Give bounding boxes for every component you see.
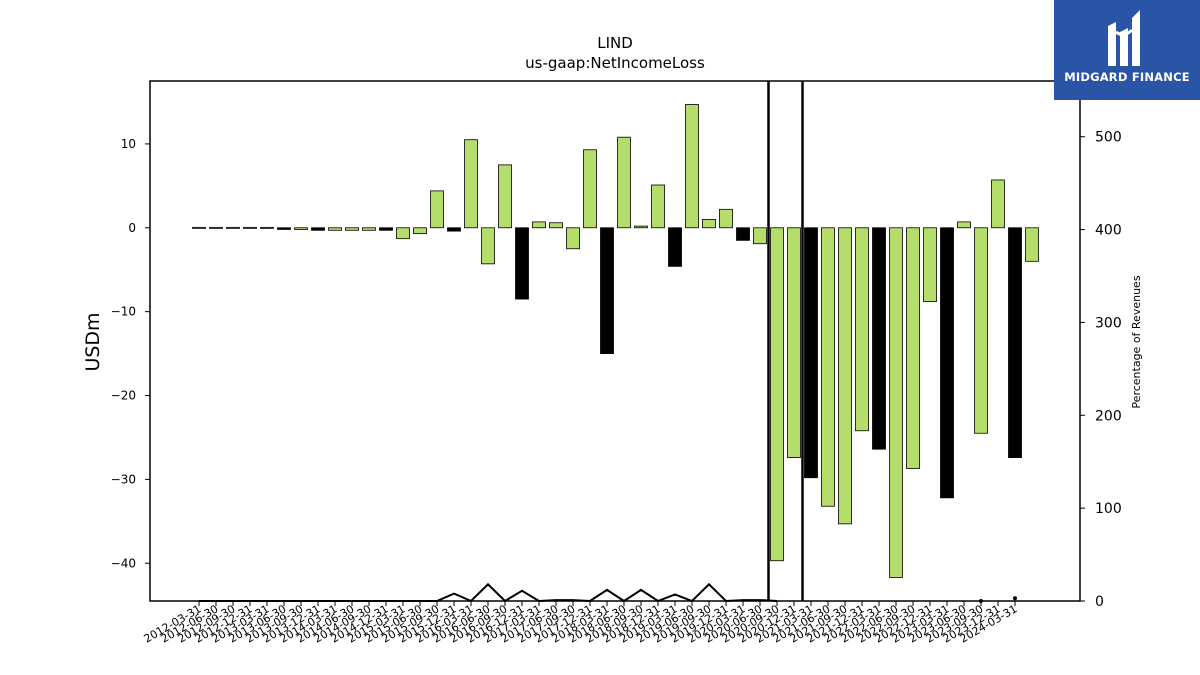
midgard-m-logo-icon: [1108, 10, 1140, 66]
y-axis-label: USDm: [82, 312, 104, 371]
bar-2018-12-31: [651, 184, 665, 229]
bar-2023-09-30: [974, 227, 988, 434]
bar-2016-09-30: [498, 164, 512, 229]
bar-2013-06-30: [277, 227, 291, 230]
y-tick-label: −40: [111, 556, 136, 570]
bar-2013-09-30: [294, 227, 308, 230]
bar-2019-06-30: [685, 104, 699, 229]
vertical-markers-group: [767, 81, 804, 601]
bar-2020-06-30: [753, 227, 767, 245]
right-y-ticks: 0 100 200 300 400 500: [1080, 130, 1122, 610]
bar-2014-09-30: [362, 227, 376, 231]
bar-2012-12-31: [243, 226, 257, 229]
chart-title: LIND: [597, 34, 633, 52]
bar-2017-03-31: [532, 221, 546, 229]
bars-group: [192, 104, 1039, 578]
x-ticks: 2012-03-312012-06-302012-09-302012-12-31…: [142, 601, 1020, 646]
bar-2022-09-30: [906, 227, 920, 469]
bar-2022-06-30: [889, 227, 903, 578]
y-tick-label: −20: [111, 389, 136, 403]
bar-2012-06-30: [209, 226, 223, 229]
bar-2021-06-30: [821, 227, 835, 507]
bar-2024-03-31: [1008, 227, 1022, 458]
bar-2017-09-30: [566, 227, 580, 250]
secondary-y-axis-label: Percentage of Revenues: [1130, 275, 1143, 408]
bar-2018-09-30: [634, 225, 648, 229]
plot-frame: [149, 80, 1081, 602]
bar-2012-03-31: [192, 226, 206, 229]
bar-2015-09-30: [430, 190, 444, 229]
bar-2020-09-30: [770, 227, 784, 562]
bar-2020-12-31: [787, 227, 801, 458]
bar-2021-09-30: [838, 227, 852, 525]
y-tick-label: −30: [111, 472, 136, 486]
bar-2016-06-30: [481, 227, 495, 265]
bar-2019-09-30: [702, 218, 716, 229]
bar-2023-06-30: [957, 221, 971, 229]
bar-2021-03-31: [804, 227, 818, 479]
bar-2013-03-31: [260, 226, 274, 229]
bar-2013-12-31: [311, 227, 325, 231]
y2-tick-label: 300: [1095, 315, 1122, 331]
y2-tick-label: 400: [1095, 223, 1122, 239]
bar-2022-03-31: [872, 227, 886, 450]
bar-2017-12-31: [583, 149, 597, 229]
bar-2015-06-30: [413, 227, 427, 235]
y2-tick-label: 0: [1095, 594, 1104, 610]
logo-text: MIDGARD FINANCE: [1064, 70, 1190, 84]
bar-2014-06-30: [345, 227, 359, 231]
bar-2021-12-31: [855, 227, 869, 432]
bar-2015-03-31: [396, 227, 410, 240]
bar-undefined: [1025, 227, 1039, 262]
bar-2020-03-31: [736, 227, 750, 241]
bar-2018-06-30: [617, 136, 631, 229]
y2-tick-label: 100: [1095, 501, 1122, 517]
bar-2023-03-31: [940, 227, 954, 499]
percentage-line: [199, 582, 778, 603]
bar-2015-12-31: [447, 227, 461, 232]
chart-subtitle: us-gaap:NetIncomeLoss: [525, 54, 705, 72]
bar-2016-12-31: [515, 227, 529, 300]
bar-2014-03-31: [328, 227, 342, 231]
percentage-point: [1013, 596, 1017, 601]
bar-2018-03-31: [600, 227, 614, 354]
bar-2019-12-31: [719, 208, 733, 229]
midgard-finance-logo: MIDGARD FINANCE: [1054, 0, 1200, 100]
y-tick-label: −10: [111, 305, 136, 319]
bar-2017-06-30: [549, 222, 563, 229]
bar-2022-12-31: [923, 227, 937, 302]
percentage-line-group: [199, 582, 1017, 603]
bar-2023-12-31: [991, 179, 1005, 229]
bar-2019-03-31: [668, 227, 682, 267]
bar-2012-09-30: [226, 226, 240, 229]
bar-2016-03-31: [464, 139, 478, 229]
y-tick-label: 0: [128, 221, 136, 235]
y2-tick-label: 200: [1095, 408, 1122, 424]
left-y-ticks: 10 0 −10 −20 −30 −40: [111, 137, 150, 570]
y2-tick-label: 500: [1095, 130, 1122, 146]
bar-2014-12-31: [379, 227, 393, 231]
y-tick-label: 10: [121, 137, 136, 151]
